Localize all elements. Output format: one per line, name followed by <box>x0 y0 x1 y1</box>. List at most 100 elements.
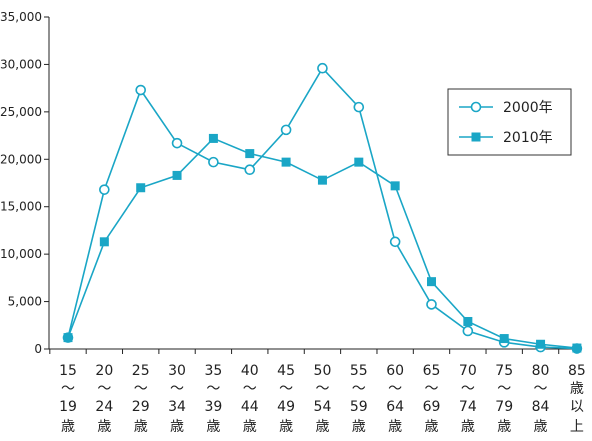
x-category-label-line: 歳 <box>206 419 220 435</box>
data-point <box>572 343 582 353</box>
data-point <box>208 133 218 143</box>
axes <box>48 17 578 350</box>
x-category-label-line: ～ <box>425 381 439 397</box>
x-category-label-line: 40 <box>241 363 259 379</box>
x-category-label-line: 74 <box>459 399 477 415</box>
data-point <box>353 101 365 113</box>
x-category-label: 45 ～ 49 歳 <box>277 363 295 435</box>
data-point <box>280 124 292 136</box>
x-category-label: 85 歳以上 <box>568 363 586 435</box>
x-category-label-line: 歳 <box>497 419 511 435</box>
x-category-label-line: 59 <box>350 399 368 415</box>
x-category-label-line: 歳 <box>388 419 402 435</box>
x-category-label-line: ～ <box>206 381 220 397</box>
x-category-label-line: 49 <box>277 399 295 415</box>
legend-label: 2010年 <box>503 130 553 146</box>
x-category-label-line: 35 <box>204 363 222 379</box>
data-point <box>354 157 364 167</box>
x-category-label-line: 30 <box>168 363 186 379</box>
x-category-label-line: 80 <box>532 363 550 379</box>
x-category-label-line: ～ <box>461 381 475 397</box>
x-category-label-line: 19 <box>59 399 77 415</box>
x-category-label-line: ～ <box>61 381 75 397</box>
x-axis-categories: 15～19歳20～24歳25～29歳30～34歳35～39歳40～44歳45～4… <box>49 349 586 435</box>
data-point <box>172 170 182 180</box>
data-point <box>499 334 509 344</box>
data-point <box>426 299 437 310</box>
x-category-label-line: 歳 <box>570 381 584 397</box>
data-point <box>99 184 110 195</box>
x-category-label-line: 歳 <box>534 419 548 435</box>
data-point <box>244 164 256 176</box>
x-category-label-line: ～ <box>497 381 511 397</box>
legend-marker <box>471 132 481 142</box>
y-tick-label: 10,000 <box>0 247 42 261</box>
x-category-label: 20 ～ 24 歳 <box>95 363 113 435</box>
series-line <box>67 137 577 349</box>
x-category-label-line: 70 <box>459 363 477 379</box>
data-point <box>99 237 109 247</box>
data-point <box>245 149 255 159</box>
x-category-label-line: 25 <box>132 363 150 379</box>
x-category-label: 75 ～ 79 歳 <box>495 363 513 435</box>
x-category-label-line: 歳 <box>315 419 329 435</box>
x-category-label-line: 歳 <box>243 419 257 435</box>
x-category-label-line: ～ <box>279 381 293 397</box>
legend-entry: 2000年 <box>459 100 553 116</box>
x-category-label-line: 15 <box>59 363 77 379</box>
x-category-label: 55 ～ 59 歳 <box>350 363 368 435</box>
x-category-label: 25 ～ 29 歳 <box>132 363 150 435</box>
legend-box <box>447 88 572 156</box>
legend: 2000年 2010年 <box>447 88 572 156</box>
x-category-label-line: 39 <box>204 399 222 415</box>
data-point <box>389 236 401 248</box>
series-layer <box>62 62 583 354</box>
x-category-label: 15 ～ 19 歳 <box>59 363 77 435</box>
x-category-label-line: 34 <box>168 399 186 415</box>
x-category-label-line: ～ <box>243 381 257 397</box>
x-category-label-line: 85 <box>568 363 586 379</box>
x-category-label: 50 ～ 54 歳 <box>314 363 332 435</box>
x-category-label-line: ～ <box>315 381 329 397</box>
x-category-label: 80 ～ 84 歳 <box>532 363 550 435</box>
x-category-label-line: 24 <box>95 399 113 415</box>
x-category-label-line: ～ <box>388 381 402 397</box>
x-category-label-line: 75 <box>495 363 513 379</box>
x-category-label-line: 60 <box>386 363 404 379</box>
data-point <box>281 157 291 167</box>
x-category-label-line: 歳 <box>279 419 293 435</box>
x-category-label-line: 65 <box>423 363 441 379</box>
x-category-label-line: 以 <box>570 399 584 415</box>
x-category-label: 30 ～ 34 歳 <box>168 363 186 435</box>
x-category-label-line: 歳 <box>61 419 75 435</box>
y-axis-ticks: 0 5,000 10,000 15,000 20,000 25,000 30,000 35,0… <box>0 10 49 356</box>
x-category-label-line: ～ <box>134 381 148 397</box>
x-category-label-line: 69 <box>423 399 441 415</box>
y-tick-label: 35,000 <box>0 10 42 24</box>
y-tick-label: 20,000 <box>0 152 42 166</box>
series-1 <box>62 62 583 354</box>
x-category-label-line: 上 <box>570 419 584 435</box>
x-category-label-line: ～ <box>97 381 111 397</box>
y-tick-label: 30,000 <box>0 57 42 71</box>
x-category-label-line: 歳 <box>170 419 184 435</box>
x-category-label-line: 歳 <box>97 419 111 435</box>
x-category-label-line: 歳 <box>352 419 366 435</box>
x-category-label-line: 20 <box>95 363 113 379</box>
x-category-label-line: 84 <box>532 399 550 415</box>
data-point <box>63 333 73 343</box>
x-category-label-line: 50 <box>314 363 332 379</box>
x-category-label-line: ～ <box>352 381 366 397</box>
x-category-label-line: ～ <box>170 381 184 397</box>
legend-entry: 2010年 <box>459 130 553 146</box>
data-point <box>427 277 436 287</box>
data-point <box>317 62 328 74</box>
x-category-label: 65 ～ 69 歳 <box>423 363 441 435</box>
legend-marker <box>470 101 482 113</box>
x-category-label-line: 29 <box>132 399 150 415</box>
data-point <box>536 339 546 349</box>
x-category-label-line: 44 <box>241 399 259 415</box>
x-category-label: 40 ～ 44 歳 <box>241 363 259 435</box>
x-category-label: 60 ～ 64 歳 <box>386 363 404 435</box>
